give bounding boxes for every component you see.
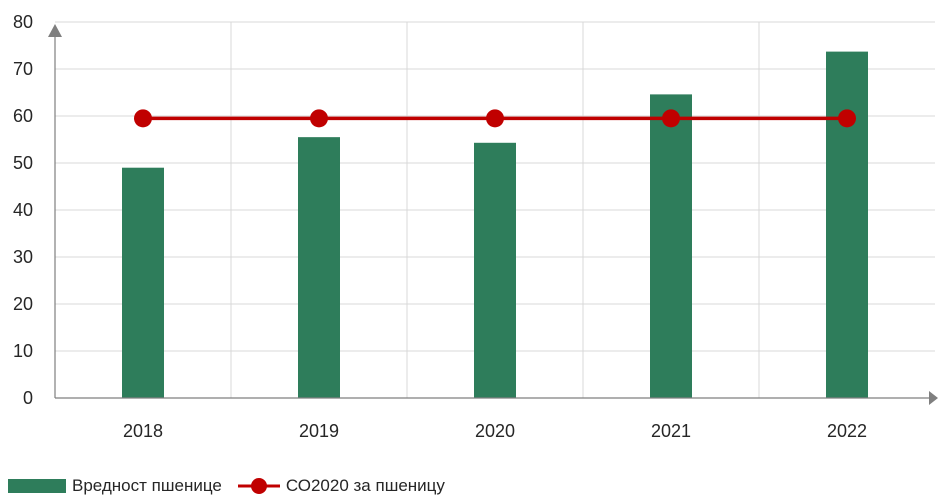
x-tick-label: 2022 [827, 421, 867, 441]
y-tick-label: 10 [13, 341, 33, 361]
y-tick-label: 20 [13, 294, 33, 314]
line-point [838, 109, 856, 128]
legend-line-swatch [237, 478, 280, 494]
y-tick-label: 0 [23, 388, 33, 408]
x-tick-label: 2021 [651, 421, 691, 441]
x-axis-arrow [929, 391, 938, 405]
line-point [662, 109, 680, 128]
y-tick-label: 80 [13, 12, 33, 32]
y-tick-label: 30 [13, 247, 33, 267]
x-tick-label: 2019 [299, 421, 339, 441]
legend: Вредност пшенице СО2020 за пшеницу [8, 476, 445, 496]
y-tick-labels: 0 10 20 30 40 50 60 70 80 [13, 12, 33, 408]
x-tick-label: 2018 [123, 421, 163, 441]
y-tick-label: 40 [13, 200, 33, 220]
x-tick-label: 2020 [475, 421, 515, 441]
legend-bar-swatch [8, 479, 66, 493]
legend-label-bar-series: Вредност пшенице [72, 476, 222, 495]
bar [650, 94, 692, 398]
bar [122, 167, 164, 398]
line-point [310, 109, 328, 128]
line-series [134, 109, 856, 128]
y-tick-label: 70 [13, 59, 33, 79]
bar [298, 137, 340, 398]
axes [48, 24, 938, 405]
bar-series [122, 51, 868, 399]
legend-label-line-series: СО2020 за пшеницу [285, 476, 445, 495]
x-tick-labels: 2018 2019 2020 2021 2022 [123, 421, 867, 441]
bar [474, 142, 516, 398]
line-point [134, 109, 152, 128]
line-point [486, 109, 504, 128]
y-tick-label: 60 [13, 106, 33, 126]
bar [826, 51, 868, 399]
y-tick-label: 50 [13, 153, 33, 173]
y-axis-arrow [48, 24, 62, 37]
